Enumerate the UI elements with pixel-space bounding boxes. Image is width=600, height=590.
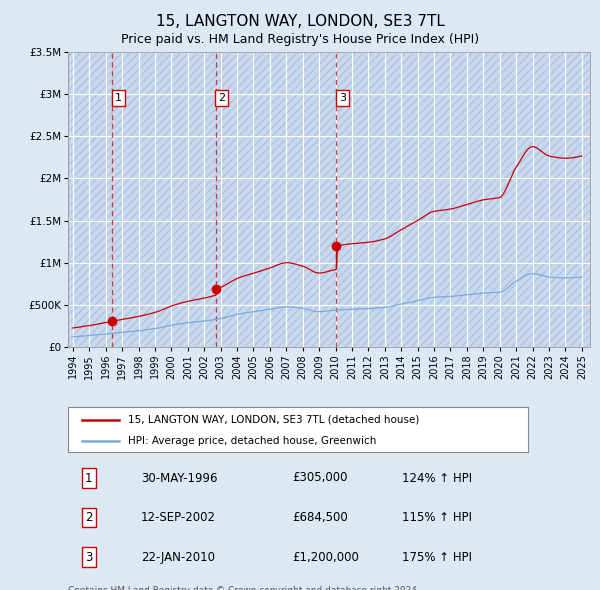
Text: 1: 1 [115,93,122,103]
Text: 30-MAY-1996: 30-MAY-1996 [141,471,218,484]
Text: 22-JAN-2010: 22-JAN-2010 [141,550,215,563]
Text: 12-SEP-2002: 12-SEP-2002 [141,511,216,524]
Text: HPI: Average price, detached house, Greenwich: HPI: Average price, detached house, Gree… [128,436,376,446]
Text: 1: 1 [85,471,92,484]
Text: 15, LANGTON WAY, LONDON, SE3 7TL (detached house): 15, LANGTON WAY, LONDON, SE3 7TL (detach… [128,415,419,425]
Text: £684,500: £684,500 [292,511,348,524]
Text: 2: 2 [85,511,92,524]
Text: 3: 3 [85,550,92,563]
Text: 2: 2 [218,93,226,103]
Text: 15, LANGTON WAY, LONDON, SE3 7TL: 15, LANGTON WAY, LONDON, SE3 7TL [155,14,445,29]
Text: 3: 3 [339,93,346,103]
Text: 124% ↑ HPI: 124% ↑ HPI [402,471,472,484]
Text: Price paid vs. HM Land Registry's House Price Index (HPI): Price paid vs. HM Land Registry's House … [121,33,479,46]
Text: 175% ↑ HPI: 175% ↑ HPI [402,550,472,563]
Text: 115% ↑ HPI: 115% ↑ HPI [402,511,472,524]
Text: Contains HM Land Registry data © Crown copyright and database right 2024.
This d: Contains HM Land Registry data © Crown c… [68,586,420,590]
Text: £305,000: £305,000 [292,471,348,484]
Text: £1,200,000: £1,200,000 [292,550,359,563]
